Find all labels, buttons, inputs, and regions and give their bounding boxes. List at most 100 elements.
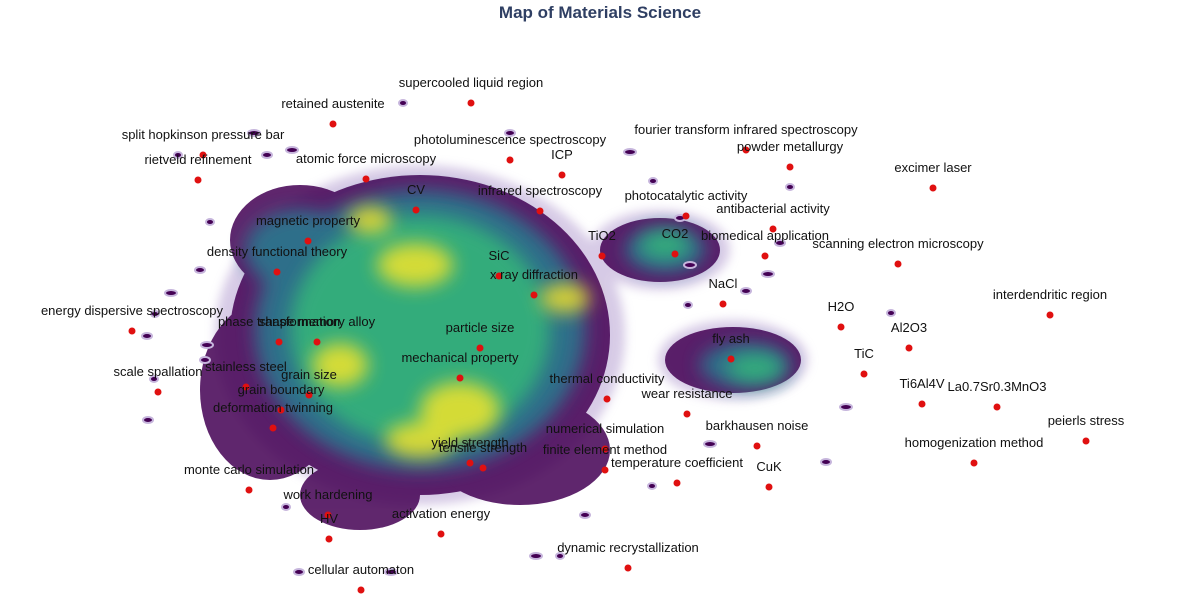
- term-label: infrared spectroscopy: [478, 183, 603, 198]
- term-label: numerical simulation: [546, 421, 665, 436]
- term-marker: [765, 483, 773, 491]
- term-marker: [905, 344, 913, 352]
- term-label: split hopkinson pressure bar: [122, 127, 285, 142]
- term-label: energy dispersive spectroscopy: [41, 303, 224, 318]
- term-marker: [837, 323, 845, 331]
- term-label: biomedical application: [701, 228, 829, 243]
- term-marker: [324, 511, 332, 519]
- satellite-cluster: [173, 151, 183, 159]
- term-label: x ray diffraction: [490, 267, 578, 282]
- satellite-cluster: [839, 403, 853, 411]
- term-label: wear resistance: [640, 386, 732, 401]
- term-label: finite element method: [543, 442, 667, 457]
- satellite-cluster: [579, 511, 591, 519]
- term-marker: [671, 250, 679, 258]
- term-marker: [603, 395, 611, 403]
- satellite-clusters: [141, 99, 896, 576]
- satellite-cluster: [529, 552, 543, 560]
- term-label: photoluminescence spectroscopy: [414, 132, 607, 147]
- term-label: CuK: [756, 459, 782, 474]
- term-marker: [1082, 437, 1090, 445]
- term-label: TiC: [854, 346, 874, 361]
- term-label: cellular automaton: [308, 562, 414, 577]
- term-label: shape memory alloy: [259, 314, 376, 329]
- term-marker: [304, 237, 312, 245]
- term-label: phase transformation: [218, 314, 340, 329]
- term-label: ICP: [551, 147, 573, 162]
- term-label: atomic force microscopy: [296, 151, 437, 166]
- term-marker: [269, 424, 277, 432]
- term-marker: [154, 388, 162, 396]
- term-marker: [199, 151, 207, 159]
- term-marker: [530, 291, 538, 299]
- term-label: antibacterial activity: [716, 201, 830, 216]
- term-marker: [273, 268, 281, 276]
- satellite-cluster: [199, 356, 211, 364]
- term-marker: [506, 156, 514, 164]
- term-label: HV: [320, 511, 338, 526]
- term-marker: [325, 535, 333, 543]
- satellite-cluster: [820, 458, 832, 466]
- satellite-cluster: [141, 332, 153, 340]
- term-label: barkhausen noise: [706, 418, 809, 433]
- term-label: mechanical property: [401, 350, 519, 365]
- marker-layer: [128, 99, 1090, 594]
- term-label: excimer laser: [894, 160, 972, 175]
- satellite-cluster: [205, 218, 215, 226]
- term-label: SiC: [489, 248, 510, 263]
- satellite-cluster: [247, 129, 261, 137]
- term-label: interdendritic region: [993, 287, 1107, 302]
- term-label: deformation twinning: [213, 400, 333, 415]
- satellite-cluster: [683, 261, 697, 269]
- term-label: temperature coefficient: [611, 455, 743, 470]
- chart-title: Map of Materials Science: [498, 3, 702, 22]
- term-marker: [742, 146, 750, 154]
- term-label: Ti6Al4V: [899, 376, 944, 391]
- term-label: CV: [407, 182, 425, 197]
- satellite-cluster: [740, 287, 752, 295]
- term-marker: [929, 184, 937, 192]
- term-marker: [993, 403, 1001, 411]
- satellite-cluster: [785, 183, 795, 191]
- satellite-cluster: [683, 301, 693, 309]
- term-marker: [761, 252, 769, 260]
- term-marker: [313, 338, 321, 346]
- satellite-cluster: [703, 440, 717, 448]
- term-label: supercooled liquid region: [399, 75, 544, 90]
- term-label: TiO2: [588, 228, 616, 243]
- term-marker: [727, 355, 735, 363]
- term-marker: [476, 344, 484, 352]
- term-marker: [970, 459, 978, 467]
- term-marker: [194, 176, 202, 184]
- term-marker: [245, 486, 253, 494]
- term-marker: [495, 272, 503, 280]
- term-label: yield strength: [431, 435, 508, 450]
- term-marker: [466, 459, 474, 467]
- label-layer: supercooled liquid region retained austen…: [41, 75, 1125, 577]
- term-marker: [479, 464, 487, 472]
- term-marker: [357, 586, 365, 594]
- term-label: grain size: [281, 367, 337, 382]
- term-marker: [598, 252, 606, 260]
- term-label: dynamic recrystallization: [557, 540, 699, 555]
- term-label: retained austenite: [281, 96, 384, 111]
- term-label: stainless steel: [205, 359, 287, 374]
- term-marker: [275, 338, 283, 346]
- term-marker: [305, 391, 313, 399]
- satellite-cluster: [285, 146, 299, 154]
- term-label: thermal conductivity: [550, 371, 665, 386]
- term-marker: [786, 163, 794, 171]
- term-label: tensile strength: [439, 440, 527, 455]
- term-marker: [242, 383, 250, 391]
- term-marker: [536, 207, 544, 215]
- term-label: photocatalytic activity: [625, 188, 748, 203]
- satellite-cluster: [142, 416, 154, 424]
- term-label: NaCl: [709, 276, 738, 291]
- satellite-cluster: [200, 341, 214, 349]
- term-marker: [456, 374, 464, 382]
- term-marker: [624, 564, 632, 572]
- term-label: fourier transform infrared spectroscopy: [634, 122, 858, 137]
- term-label: scanning electron microscopy: [812, 236, 984, 251]
- satellite-cluster: [647, 482, 657, 490]
